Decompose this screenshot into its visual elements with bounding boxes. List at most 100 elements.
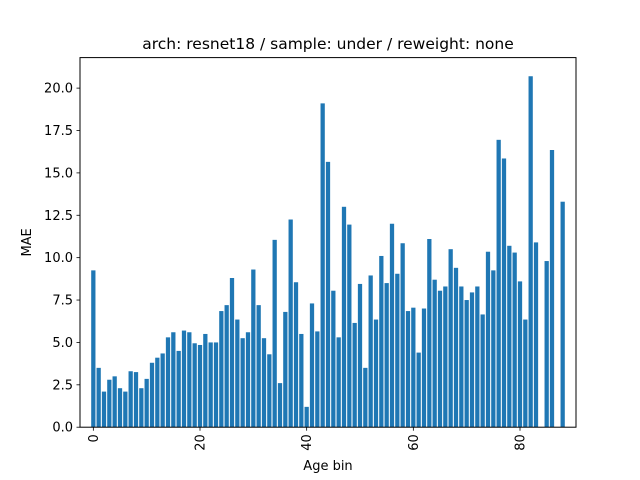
bar [149, 362, 155, 428]
bar [464, 300, 469, 428]
bar [475, 286, 480, 428]
bar [549, 150, 555, 428]
bar [341, 206, 347, 428]
x-tick-label: 0 [87, 434, 102, 442]
x-tick-label: 40 [300, 434, 315, 451]
bar [427, 239, 432, 428]
y-tick-label: 12.5 [44, 209, 73, 224]
bar [432, 279, 437, 428]
y-tick-label: 0.0 [52, 421, 73, 436]
bar [480, 314, 485, 428]
bar [389, 223, 395, 428]
bar [320, 103, 325, 428]
bar [261, 338, 267, 428]
bar [91, 270, 96, 428]
bar [203, 333, 208, 428]
bar [469, 292, 475, 428]
bar [400, 243, 405, 428]
bar [133, 372, 139, 428]
bar [219, 311, 224, 428]
bar [181, 330, 187, 428]
bar [229, 278, 235, 428]
bar [405, 311, 411, 428]
bar [416, 352, 421, 428]
bar [101, 391, 107, 428]
bar [443, 286, 448, 428]
bar [160, 353, 165, 428]
bar [517, 281, 523, 428]
bar [331, 290, 336, 428]
bar [373, 319, 379, 428]
bar [453, 267, 459, 428]
bar [421, 308, 427, 428]
bar [245, 332, 251, 428]
x-axis: 0 20 40 60 80 [87, 427, 529, 451]
bar [496, 139, 501, 428]
bar [197, 344, 203, 428]
x-axis-label: Age bin [303, 459, 352, 474]
bar [192, 343, 197, 428]
bar [357, 283, 363, 428]
bar [485, 251, 491, 428]
bar [459, 286, 464, 428]
bar [304, 406, 309, 428]
bar [117, 388, 123, 428]
y-tick-label: 5.0 [52, 336, 73, 351]
bar [368, 275, 373, 428]
bar [235, 319, 240, 428]
bar [240, 338, 245, 428]
bar [363, 367, 368, 428]
bar [448, 249, 453, 428]
bars-group [91, 76, 565, 428]
bar [96, 367, 101, 428]
bar [437, 290, 443, 428]
bar [107, 379, 112, 428]
bar [544, 261, 549, 428]
bar [272, 239, 277, 428]
bar [507, 245, 512, 428]
bar [267, 354, 272, 428]
y-tick-label: 17.5 [44, 124, 73, 139]
bar [560, 201, 565, 428]
bar [325, 161, 331, 428]
bar [293, 282, 299, 428]
bar [299, 333, 304, 428]
y-axis: 0.0 2.5 5.0 7.5 10.0 12.5 15.0 17.5 20.0 [44, 82, 80, 436]
bar [171, 332, 176, 428]
y-tick-label: 15.0 [44, 166, 73, 181]
y-tick-label: 2.5 [52, 378, 73, 393]
bar [347, 224, 352, 428]
bar [491, 270, 496, 428]
bar [501, 158, 507, 428]
x-tick-label: 80 [514, 434, 529, 451]
y-axis-label: MAE [20, 228, 35, 256]
bar [155, 357, 160, 428]
bar [128, 371, 133, 428]
bar [165, 337, 171, 428]
y-tick-label: 10.0 [44, 251, 73, 266]
bar [112, 376, 117, 428]
bar [208, 342, 213, 428]
bar [176, 350, 181, 428]
y-tick-label: 20.0 [44, 82, 73, 97]
bar [213, 342, 219, 428]
bar [352, 322, 357, 428]
x-tick-label: 60 [407, 434, 422, 451]
plot-frame [79, 57, 577, 428]
bar [395, 273, 400, 428]
chart-title: arch: resnet18 / sample: under / reweigh… [142, 35, 514, 53]
bar [139, 388, 144, 428]
bar [288, 219, 293, 428]
bar [336, 337, 341, 428]
bar [384, 283, 389, 428]
bar [256, 305, 261, 428]
bar [512, 252, 517, 428]
bar [315, 331, 320, 428]
bar [123, 391, 128, 428]
x-tick-label: 20 [194, 434, 209, 451]
bar [224, 305, 229, 428]
bar [411, 307, 416, 428]
bar [379, 255, 384, 428]
y-tick-label: 7.5 [52, 294, 73, 309]
bar [283, 311, 288, 428]
